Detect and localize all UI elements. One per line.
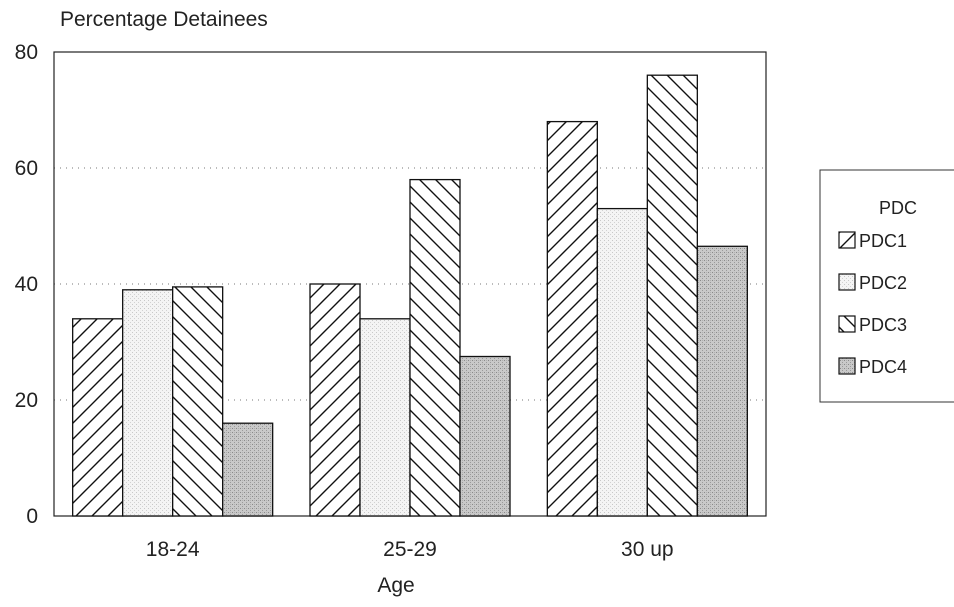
y-tick-label: 60 [15,157,38,180]
x-tick-label: 30 up [621,538,674,561]
bar-pdc2-2 [359,318,411,517]
legend-label-pdc1: PDC1 [859,231,907,251]
bar-pdc2-1 [122,289,174,517]
y-tick-label: 0 [26,505,38,528]
legend-label-pdc2: PDC2 [859,273,907,293]
x-axis-label: Age [377,574,414,597]
bar-pdc1-2 [309,283,361,517]
y-tick-label: 80 [15,41,38,64]
legend-label-pdc4: PDC4 [859,357,907,377]
bar-pdc4-3 [696,245,748,517]
legend-label-pdc3: PDC3 [859,315,907,335]
legend-swatch-pdc1 [838,231,856,249]
bar-pdc3-2 [409,178,461,517]
x-tick-label: 25-29 [383,538,437,561]
legend-swatch-pdc4 [838,357,856,375]
y-tick-label: 40 [15,273,38,296]
bar-pdc3-1 [172,286,224,517]
bar-pdc3-3 [646,74,698,517]
legend-swatch-pdc3 [838,315,856,333]
bar-pdc4-1 [222,422,274,517]
legend-title: PDC [879,198,917,218]
legend-swatch-pdc2 [838,273,856,291]
x-axis-ticks: 18-24 25-29 30 up [146,538,674,561]
bar-pdc1-3 [546,120,598,517]
bar-pdc1-1 [72,318,124,517]
x-tick-label: 18-24 [146,538,200,561]
bar-pdc2-3 [596,207,648,517]
bars-group [72,74,748,517]
legend: PDC PDC1 PDC2 PDC3 PDC4 [819,169,954,403]
y-axis-ticks: 0 20 40 60 80 [15,41,38,528]
y-tick-label: 20 [15,389,38,412]
bar-pdc4-2 [459,355,511,517]
chart-title: Percentage Detainees [60,8,268,31]
